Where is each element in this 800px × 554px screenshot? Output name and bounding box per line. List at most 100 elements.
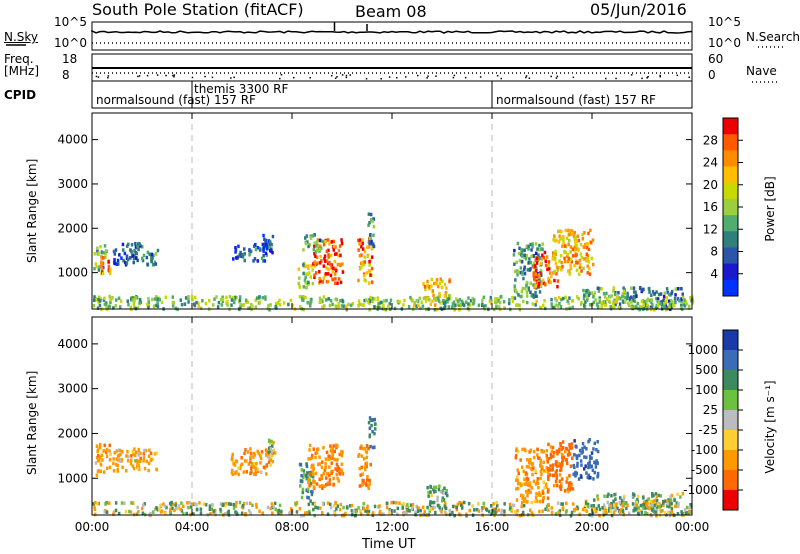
velocity-data-cell: [139, 451, 142, 456]
velocity-data-cell: [554, 460, 558, 464]
power-data-cell: [436, 284, 440, 289]
power-data-cell: [318, 238, 322, 243]
velocity-data-cell: [530, 511, 533, 515]
velocity-data-cell: [326, 512, 330, 516]
velocity-data-cell: [522, 503, 526, 508]
power-data-cell: [368, 221, 371, 225]
velocity-data-cell: [267, 438, 271, 443]
velocity-data-cell: [588, 454, 592, 459]
power-data-cell: [575, 268, 579, 273]
power-data-cell: [439, 277, 442, 281]
power-data-cell: [99, 264, 103, 268]
velocity-data-cell: [540, 472, 543, 477]
xtick-label: 00:00: [675, 520, 710, 534]
velocity-data-cell: [460, 501, 464, 506]
power-data-cell: [668, 302, 672, 306]
velocity-data-cell: [547, 474, 550, 478]
power-data-cell: [571, 247, 575, 251]
velocity-ytick-label: 1000: [57, 471, 88, 485]
power-data-cell: [431, 289, 434, 293]
velocity-data-cell: [547, 442, 550, 447]
power-data-cell: [341, 262, 344, 266]
power-data-cell: [530, 294, 533, 298]
power-data-cell: [339, 280, 343, 285]
power-data-cell: [573, 245, 576, 249]
power-data-cell: [673, 303, 676, 308]
power-data-cell: [136, 258, 139, 263]
velocity-data-cell: [585, 509, 589, 513]
velocity-data-cell: [592, 477, 595, 481]
velocity-data-cell: [541, 491, 545, 495]
power-data-cell: [626, 291, 629, 296]
velocity-data-cell: [369, 462, 372, 467]
velocity-data-cell: [596, 461, 599, 465]
velocity-data-cell: [229, 502, 233, 506]
velocity-data-cell: [224, 512, 227, 516]
power-data-cell: [517, 270, 520, 274]
nave-point: [500, 77, 502, 80]
power-data-cell: [458, 298, 462, 302]
velocity-data-cell: [521, 496, 524, 500]
nave-point: [426, 77, 428, 79]
power-data-cell: [327, 253, 330, 257]
velocity-data-cell: [329, 456, 332, 461]
power-data-cell: [598, 298, 601, 302]
nsearch-tick-bottom: 10^0: [708, 36, 741, 50]
power-data-cell: [388, 302, 392, 306]
velocity-data-cell: [555, 473, 558, 478]
velocity-data-cell: [583, 455, 586, 459]
power-data-cell: [537, 281, 541, 286]
power-data-cell: [114, 304, 117, 308]
velocity-data-cell: [358, 484, 362, 488]
power-data-cell: [119, 299, 123, 303]
power-data-cell: [197, 301, 200, 306]
velocity-data-cell: [644, 511, 647, 515]
velocity-data-cell: [307, 478, 310, 482]
velocity-data-cell: [598, 507, 602, 512]
velocity-data-cell: [547, 503, 550, 507]
power-data-cell: [576, 234, 579, 238]
velocity-data-cell: [558, 479, 562, 483]
power-data-cell: [109, 271, 112, 276]
power-ytick-label: 4000: [57, 133, 88, 147]
power-data-cell: [625, 296, 629, 301]
velocity-data-cell: [368, 482, 371, 486]
velocity-data-cell: [580, 451, 583, 455]
power-data-cell: [467, 296, 470, 300]
velocity-data-cell: [561, 506, 565, 510]
power-data-cell: [133, 249, 136, 253]
velocity-data-cell: [272, 440, 275, 445]
power-data-cell: [383, 299, 386, 303]
velocity-data-cell: [574, 470, 577, 475]
velocity-data-cell: [259, 470, 263, 474]
velocity-data-cell: [585, 447, 588, 451]
velocity-data-cell: [315, 451, 319, 455]
velocity-data-cell: [552, 454, 555, 459]
velocity-data-cell: [242, 501, 246, 506]
power-data-cell: [671, 289, 674, 294]
power-data-cell: [322, 242, 326, 247]
power-data-cell: [454, 303, 457, 307]
velocity-data-cell: [618, 500, 621, 505]
power-data-cell: [216, 305, 220, 309]
power-data-cell: [363, 255, 366, 259]
power-data-cell: [361, 241, 364, 246]
velocity-data-cell: [603, 494, 606, 498]
power-data-cell: [529, 281, 532, 285]
velocity-data-cell: [519, 458, 522, 462]
power-data-cell: [100, 261, 103, 265]
power-data-cell: [468, 303, 472, 307]
velocity-data-cell: [271, 459, 274, 464]
nave-point: [427, 75, 429, 77]
power-data-cell: [270, 243, 273, 247]
power-data-cell: [560, 229, 563, 234]
power-data-cell: [534, 274, 538, 278]
power-data-cell: [212, 303, 215, 307]
velocity-data-cell: [151, 457, 155, 462]
power-data-cell: [412, 303, 416, 308]
power-data-cell: [563, 256, 566, 261]
velocity-data-cell: [534, 469, 538, 473]
power-data-cell: [691, 299, 695, 303]
power-data-cell: [466, 306, 470, 311]
velocity-data-cell: [270, 439, 273, 444]
